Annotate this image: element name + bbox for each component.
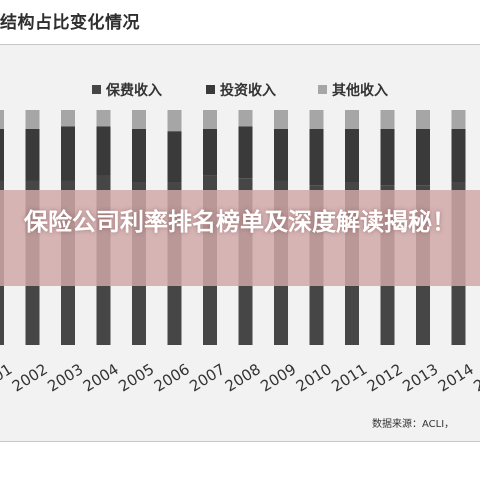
bar-segment-2002-investment xyxy=(25,128,40,181)
x-tick-label: 2012 xyxy=(364,360,406,396)
x-tick-label: 2009 xyxy=(257,360,299,396)
bar-segment-2004-other xyxy=(96,110,111,127)
x-tick-label: 2006 xyxy=(151,360,193,396)
bar-segment-2002-other xyxy=(25,110,40,129)
bar-segment-2011-other xyxy=(345,110,359,129)
bar-segment-2004-investment xyxy=(96,126,111,176)
legend-swatch xyxy=(92,85,101,94)
legend-swatch xyxy=(318,85,327,94)
bar-segment-2010-other xyxy=(309,110,324,129)
legend-label: 其他收入 xyxy=(332,82,388,99)
legend-label: 投资收入 xyxy=(220,82,276,99)
x-tick-label: 2007 xyxy=(186,360,228,396)
bar-segment-2008-investment xyxy=(238,126,253,179)
x-tick-label: 2014 xyxy=(435,360,477,396)
bar-segment-2012-other xyxy=(380,110,395,129)
x-tick-label: 2004 xyxy=(80,360,122,396)
bar-segment-2009-other xyxy=(274,110,288,129)
bar-segment-2005-other xyxy=(132,110,146,129)
bar-segment-2014-other xyxy=(451,110,466,129)
x-tick-label: 2003 xyxy=(44,360,86,396)
overlay-banner xyxy=(0,190,480,286)
chart-legend: 保费收入 投资收入 其他收入 xyxy=(92,82,388,99)
x-axis-ticks: 2001200220032004200520062007200820092010… xyxy=(0,360,480,396)
bar-segment-2001-investment xyxy=(0,128,4,181)
bar-segment-2003-other xyxy=(61,110,75,127)
bar-segment-2006-other xyxy=(167,110,182,132)
bar-segment-2014-investment xyxy=(451,128,466,183)
bar-segment-2008-other xyxy=(238,110,253,127)
bar-segment-2003-investment xyxy=(61,126,75,181)
bar-segment-2012-investment xyxy=(380,128,395,186)
x-tick-label: 2013 xyxy=(399,360,441,396)
bar-segment-2001-other xyxy=(0,110,4,129)
x-tick-label: 2015 xyxy=(470,360,480,396)
bar-segment-2005-investment xyxy=(132,128,146,183)
bar-segment-2007-investment xyxy=(203,128,217,176)
bar-segment-2010-investment xyxy=(309,128,324,186)
source-note: 数据来源：ACLI， xyxy=(372,417,454,430)
x-tick-label: 2011 xyxy=(328,360,370,396)
x-tick-label: 2008 xyxy=(222,360,264,396)
bar-segment-2013-other xyxy=(416,110,430,129)
overlay-title: 保险公司利率排名榜单及深度解读揭秘！ xyxy=(24,208,456,236)
bar-segment-2007-other xyxy=(203,110,217,129)
bar-segment-2006-investment xyxy=(167,131,182,183)
bar-segment-2009-investment xyxy=(274,128,288,181)
bar-segment-2011-investment xyxy=(345,128,359,183)
bar-segment-2013-investment xyxy=(416,128,430,186)
x-tick-label: 2010 xyxy=(293,360,335,396)
page-title: 结构占比变化情况 xyxy=(0,13,140,33)
legend-label: 保费收入 xyxy=(105,82,162,99)
x-tick-label: 2002 xyxy=(9,360,51,396)
legend-swatch xyxy=(206,85,215,94)
x-tick-label: 2005 xyxy=(115,360,157,396)
